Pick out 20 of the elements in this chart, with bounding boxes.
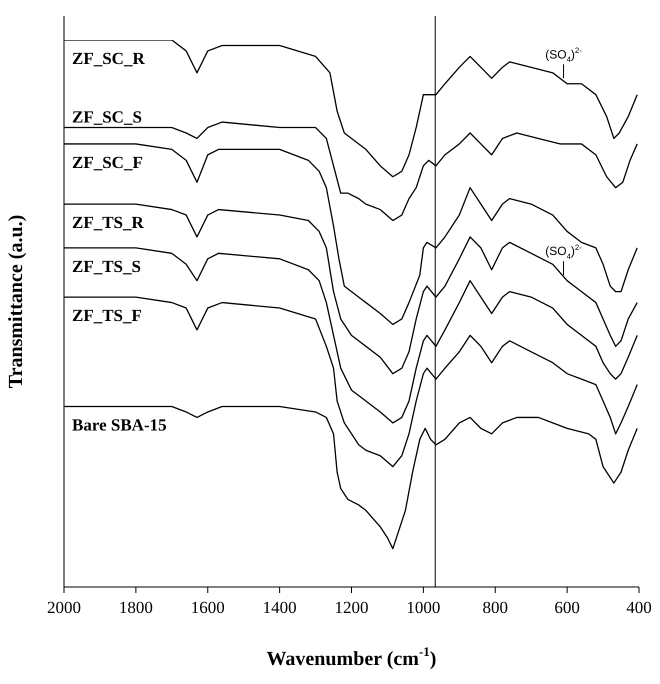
series-label: ZF_TS_F (72, 306, 142, 326)
y-axis-title: Transmittance (a.u.) (5, 214, 27, 388)
x-tick-label: 1400 (262, 598, 297, 618)
x-axis-title: Wavenumber (cm$^{-1}$) (266, 644, 436, 670)
annotation: (SO$_{4}$)$^{2-}$ (545, 46, 582, 64)
x-tick-label: 400 (626, 598, 652, 618)
series-label: Bare SBA-15 (72, 415, 167, 434)
x-tick-label: 1200 (334, 598, 368, 618)
series-label: ZF_TS_S (72, 256, 141, 276)
x-tick-label: 800 (482, 598, 508, 618)
series-label: ZF_TS_R (72, 213, 145, 232)
series-label: ZF_SC_R (72, 49, 146, 68)
annotation: (SO$_{4}$)$^{2-}$ (545, 242, 582, 261)
x-tick-label: 2000 (47, 598, 81, 618)
series-label: ZF_SC_S (72, 108, 142, 127)
series-label: ZF_SC_F (72, 152, 143, 172)
x-tick-label: 600 (554, 598, 580, 618)
x-tick-label: 1000 (406, 598, 440, 618)
x-tick-label: 1800 (118, 598, 153, 618)
x-tick-label: 1600 (190, 598, 225, 618)
